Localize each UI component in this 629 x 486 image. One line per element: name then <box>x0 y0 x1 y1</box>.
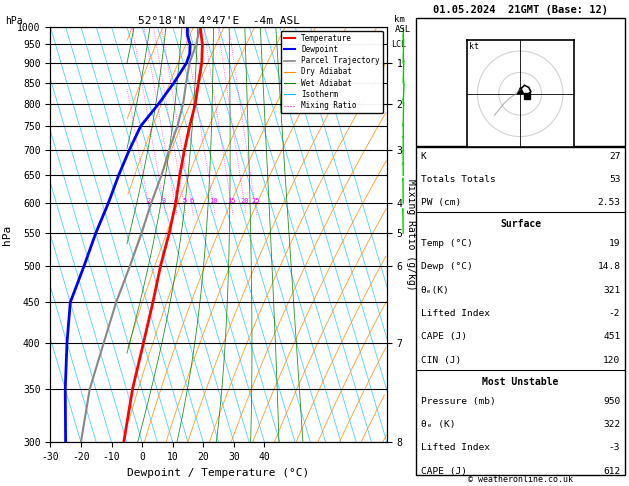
Text: LCL: LCL <box>391 40 406 49</box>
Text: 2.53: 2.53 <box>598 198 620 208</box>
Text: θₑ (K): θₑ (K) <box>421 420 455 429</box>
Text: 120: 120 <box>603 356 620 365</box>
Bar <box>416 18 625 146</box>
Text: 451: 451 <box>603 332 620 342</box>
Text: 612: 612 <box>603 467 620 476</box>
Text: Pressure (mb): Pressure (mb) <box>421 397 496 406</box>
Text: © weatheronline.co.uk: © weatheronline.co.uk <box>468 474 573 484</box>
Text: CAPE (J): CAPE (J) <box>421 467 467 476</box>
Text: Most Unstable: Most Unstable <box>482 377 559 387</box>
X-axis label: Dewpoint / Temperature (°C): Dewpoint / Temperature (°C) <box>128 468 309 478</box>
Legend: Temperature, Dewpoint, Parcel Trajectory, Dry Adiabat, Wet Adiabat, Isotherm, Mi: Temperature, Dewpoint, Parcel Trajectory… <box>281 31 383 113</box>
Text: Surface: Surface <box>500 219 541 229</box>
Text: Lifted Index: Lifted Index <box>421 443 489 452</box>
Text: 322: 322 <box>603 420 620 429</box>
Text: 15: 15 <box>227 198 236 204</box>
Y-axis label: hPa: hPa <box>1 225 11 244</box>
Y-axis label: Mixing Ratio (g/kg): Mixing Ratio (g/kg) <box>406 179 416 290</box>
Text: 321: 321 <box>603 286 620 295</box>
Text: CAPE (J): CAPE (J) <box>421 332 467 342</box>
Text: -3: -3 <box>609 443 620 452</box>
Text: Totals Totals: Totals Totals <box>421 175 496 184</box>
Text: 19: 19 <box>609 239 620 248</box>
Text: ASL: ASL <box>394 25 411 35</box>
Text: Temp (°C): Temp (°C) <box>421 239 472 248</box>
Text: 6: 6 <box>190 198 194 204</box>
Text: hPa: hPa <box>5 16 23 26</box>
Text: 27: 27 <box>609 152 620 161</box>
Text: PW (cm): PW (cm) <box>421 198 461 208</box>
Text: 950: 950 <box>603 397 620 406</box>
Text: 14.8: 14.8 <box>598 262 620 272</box>
Text: -2: -2 <box>609 309 620 318</box>
Text: Lifted Index: Lifted Index <box>421 309 489 318</box>
Text: 3: 3 <box>162 198 166 204</box>
Text: km: km <box>394 15 405 24</box>
Title: 52°18'N  4°47'E  -4m ASL: 52°18'N 4°47'E -4m ASL <box>138 16 299 26</box>
Text: 4: 4 <box>173 198 177 204</box>
Text: 2: 2 <box>147 198 151 204</box>
Text: 01.05.2024  21GMT (Base: 12): 01.05.2024 21GMT (Base: 12) <box>433 5 608 15</box>
Text: 10: 10 <box>209 198 218 204</box>
Text: 5: 5 <box>182 198 186 204</box>
Text: K: K <box>421 152 426 161</box>
Text: 53: 53 <box>609 175 620 184</box>
Text: θₑ(K): θₑ(K) <box>421 286 450 295</box>
Bar <box>416 147 625 475</box>
Text: 25: 25 <box>251 198 260 204</box>
Text: CIN (J): CIN (J) <box>421 356 461 365</box>
Text: kt: kt <box>469 42 479 51</box>
Text: Dewp (°C): Dewp (°C) <box>421 262 472 272</box>
Text: 20: 20 <box>240 198 249 204</box>
